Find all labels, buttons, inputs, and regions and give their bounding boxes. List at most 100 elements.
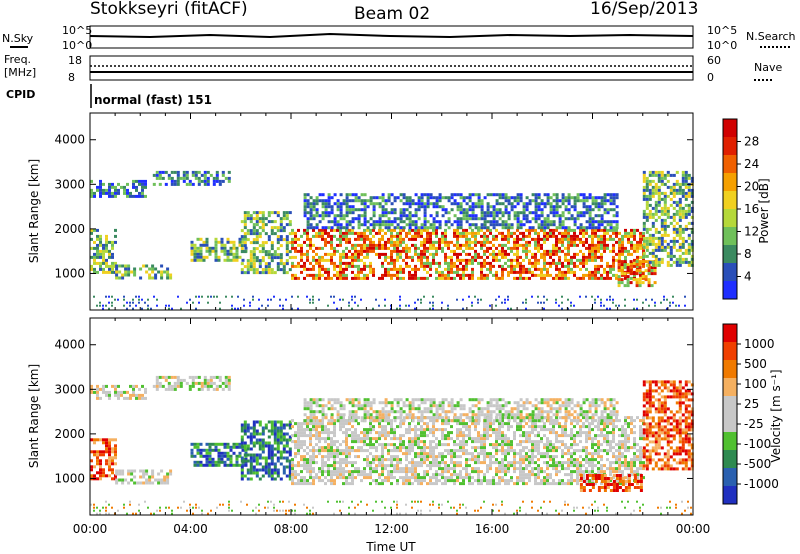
velocity-cell-5	[249, 462, 253, 466]
power-cell-7	[519, 223, 523, 227]
velocity-cell-6	[309, 476, 312, 480]
velocity-cell-4	[226, 463, 230, 467]
velocity-cell-6	[333, 464, 336, 468]
velocity-cell-6	[474, 479, 477, 483]
power-cell-1	[115, 264, 119, 268]
power-cell-7	[447, 226, 451, 230]
power-cell-6	[453, 252, 456, 256]
power-cell-6	[564, 231, 567, 235]
power-cell-3	[152, 173, 156, 177]
power-cell-7	[501, 220, 505, 224]
power-cell-7	[537, 223, 541, 227]
power-cell-6	[525, 270, 528, 274]
velocity-cell-6	[441, 431, 444, 435]
power-cell-9	[660, 236, 664, 240]
power-cell-7	[390, 223, 394, 227]
velocity-cell-5	[255, 468, 259, 472]
velocity-cell-6	[303, 443, 306, 447]
velocity-cell-4	[208, 442, 212, 446]
power-cell-5	[258, 232, 262, 236]
power-cell-8	[650, 272, 654, 276]
velocity-cell-6	[369, 452, 372, 456]
power-cell-3	[176, 179, 180, 183]
power-cell-6	[471, 261, 474, 265]
velocity-cell-6	[342, 416, 345, 420]
velocity-cell-5	[270, 477, 274, 481]
power-cell-1	[154, 273, 158, 277]
power-cell-4	[193, 246, 197, 250]
power-cell-6	[330, 240, 333, 244]
power-cell-5	[249, 256, 253, 260]
power-cell-8	[629, 260, 633, 264]
power-cell-6	[471, 270, 474, 274]
power-cell-7	[423, 205, 427, 209]
velocity-cell-6	[444, 437, 447, 441]
velocity-cell-4	[229, 463, 233, 467]
power-cell-7	[408, 217, 412, 221]
power-cell-9	[684, 251, 688, 255]
power-cell-1	[133, 273, 137, 277]
velocity-cell-6	[366, 476, 369, 480]
power-cell-9	[642, 251, 646, 255]
power-cell-9	[657, 239, 661, 243]
power-cell-6	[390, 276, 393, 280]
velocity-cell-5	[252, 441, 256, 445]
velocity-cell-3	[224, 384, 228, 388]
velocity-cell-5	[288, 462, 292, 466]
velocity-cell-6	[441, 476, 444, 480]
power-cell-7	[507, 226, 511, 230]
power-cell-7	[456, 205, 460, 209]
power-cell-0	[102, 261, 105, 265]
power-cell-9	[672, 194, 676, 198]
power-clutter-cell	[99, 301, 101, 304]
power-cell-2	[123, 191, 126, 195]
power-cell-7	[540, 223, 544, 227]
velocity-cell-6	[357, 422, 360, 426]
velocity-cell-5	[270, 450, 274, 454]
velocity-cell-5	[261, 456, 265, 460]
power-cell-6	[348, 261, 351, 265]
velocity-cell-6	[366, 473, 369, 477]
power-cell-6	[369, 249, 372, 253]
velocity-cell-6	[375, 464, 378, 468]
power-cell-6	[339, 270, 342, 274]
power-cell-6	[579, 258, 582, 262]
power-cell-5	[279, 226, 283, 230]
power-cell-3	[218, 179, 222, 183]
power-cell-4	[199, 237, 203, 241]
velocity-cell-6	[321, 446, 324, 450]
power-cell-6	[345, 255, 348, 259]
power-cell-8	[635, 269, 639, 273]
power-cell-3	[158, 182, 162, 186]
power-cell-7	[420, 226, 424, 230]
power-cell-6	[294, 264, 297, 268]
velocity-cell-6	[471, 455, 474, 459]
power-clutter-cell	[633, 307, 635, 310]
power-cell-6	[297, 276, 300, 280]
velocity-cell-6	[468, 437, 471, 441]
power-cell-7	[486, 205, 490, 209]
power-cell-1	[118, 264, 122, 268]
power-cell-7	[522, 223, 526, 227]
velocity-cell-6	[498, 449, 501, 453]
power-cell-5	[255, 235, 259, 239]
power-cell-4	[196, 255, 200, 259]
power-cell-6	[624, 249, 627, 253]
power-cell-6	[573, 234, 576, 238]
velocity-cell-5	[288, 465, 292, 469]
power-cell-7	[450, 193, 454, 197]
power-cell-9	[651, 215, 655, 219]
power-cell-6	[363, 243, 366, 247]
power-cell-5	[252, 262, 256, 266]
power-cell-9	[654, 260, 658, 264]
power-cell-7	[456, 226, 460, 230]
velocity-cell-6	[501, 416, 504, 420]
power-cell-7	[348, 208, 352, 212]
velocity-cell-6	[297, 425, 300, 429]
power-cell-5	[285, 238, 289, 242]
velocity-cell-6	[384, 458, 387, 462]
power-cell-8	[638, 278, 642, 282]
velocity-cell-6	[381, 467, 384, 471]
velocity-cell-2	[96, 393, 99, 397]
power-cell-7	[561, 193, 565, 197]
